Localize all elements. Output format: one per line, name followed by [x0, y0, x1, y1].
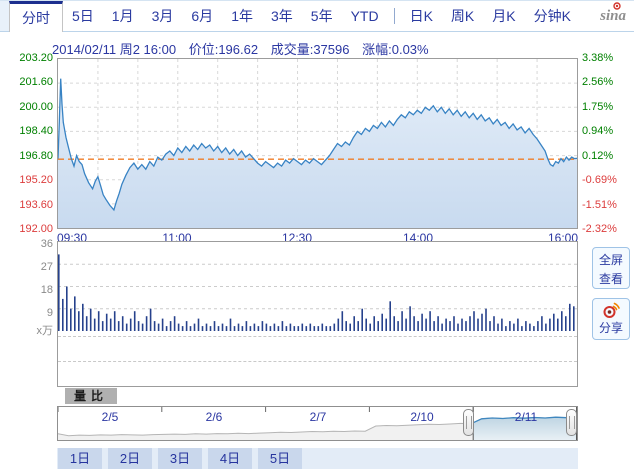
quote-change: 涨幅:0.03% [362, 42, 429, 57]
volume-tick: 36 [40, 238, 53, 250]
tab-5year[interactable]: 5年 [302, 1, 342, 31]
volume-ratio-indicator-tab[interactable]: 量比 [65, 388, 117, 404]
volume-tick: 18 [40, 284, 53, 296]
quote-volume: 成交量:37596 [270, 42, 350, 57]
tab-ytd[interactable]: YTD [342, 1, 388, 31]
tab-label: 分时 [22, 10, 50, 26]
price-tick: 193.60 [19, 199, 53, 211]
day-button-3[interactable]: 3日 [158, 448, 202, 469]
volume-tick: 27 [40, 261, 53, 273]
percent-tick: -1.51% [582, 199, 617, 211]
price-tick: 195.20 [19, 174, 53, 186]
price-tick: 201.60 [19, 76, 53, 88]
tabbar-lead-strip [0, 1, 9, 31]
tab-weekly-k[interactable]: 周K [442, 1, 483, 31]
tab-label: 6月 [191, 8, 214, 24]
day-button-4[interactable]: 4日 [208, 448, 252, 469]
tab-3year[interactable]: 3年 [262, 1, 302, 31]
tab-label: 1年 [231, 8, 253, 24]
quote-datetime: 2014/02/11 周2 16:00 [52, 42, 177, 57]
nav-date: 2/7 [309, 410, 327, 424]
tabbar-separator [393, 8, 395, 24]
tab-label: 分钟K [533, 8, 571, 24]
tab-label: 5日 [72, 8, 94, 24]
tab-label: 3月 [151, 8, 174, 24]
share-button[interactable]: 分享 [592, 298, 630, 340]
tab-1year[interactable]: 1年 [222, 1, 262, 31]
period-tabbar: 分时 5日 1月 3月 6月 1年 3年 5年 YTD 日K 周K 月K 分钟K… [0, 1, 634, 32]
share-label: 分享 [598, 321, 623, 335]
weibo-share-icon [603, 302, 620, 318]
day-button-2[interactable]: 2日 [108, 448, 152, 469]
sina-logo[interactable]: sina [600, 1, 634, 25]
volume-tick: 9 [46, 307, 53, 319]
percent-tick: 0.94% [582, 125, 614, 137]
day-button-strip: 1日 2日 3日 4日 5日 [57, 448, 578, 469]
tab-label: 5年 [310, 8, 333, 24]
price-tick: 192.00 [19, 223, 53, 235]
price-tick: 196.80 [19, 150, 53, 162]
quote-price: 价位:196.62 [188, 42, 259, 57]
fullscreen-view-button[interactable]: 全屏 查看 [592, 247, 630, 289]
percent-tick: -2.32% [582, 223, 617, 235]
day-button-5[interactable]: 5日 [258, 448, 302, 469]
percent-tick: 3.38% [582, 52, 614, 64]
tab-label: 周K [450, 8, 475, 24]
indicator-panel [57, 331, 578, 387]
fullscreen-label-line1: 全屏 [598, 253, 623, 267]
tab-intraday[interactable]: 分时 [9, 1, 63, 32]
tab-minute-k[interactable]: 分钟K [525, 1, 580, 31]
tab-label: 月K [492, 8, 516, 24]
indicator-gridline [58, 336, 577, 337]
percent-tick: -0.69% [582, 174, 617, 186]
nav-date: 2/10 [410, 410, 434, 424]
nav-date: 2/6 [205, 410, 223, 424]
percent-tick: 0.12% [582, 150, 614, 162]
tab-6month[interactable]: 6月 [182, 1, 222, 31]
day-button-1[interactable]: 1日 [58, 448, 102, 469]
tab-5day[interactable]: 5日 [63, 1, 103, 31]
sina-eye-icon [613, 1, 621, 10]
tab-1month[interactable]: 1月 [103, 1, 143, 31]
volume-unit-label: x万 [36, 325, 54, 337]
percent-tick: 2.56% [582, 76, 614, 88]
tab-monthly-k[interactable]: 月K [483, 1, 524, 31]
price-chart[interactable] [57, 58, 578, 229]
tab-label: 日K [409, 8, 433, 24]
tab-label: 3年 [270, 8, 293, 24]
sina-logo-text: sina [600, 7, 626, 24]
tab-3month[interactable]: 3月 [143, 1, 183, 31]
quote-info-bar: 2014/02/11 周2 16:00 价位:196.62 成交量:37596 … [52, 39, 438, 58]
price-tick: 200.00 [19, 101, 53, 113]
price-tick: 203.20 [19, 52, 53, 64]
tab-label: YTD [350, 8, 379, 24]
volume-chart [57, 241, 578, 332]
tab-label: 1月 [111, 8, 134, 24]
date-range-navigator[interactable]: 2/5 2/6 2/7 2/10 2/11 [57, 406, 578, 441]
percent-tick: 1.75% [582, 101, 614, 113]
nav-date: 2/5 [101, 410, 119, 424]
price-tick: 198.40 [19, 125, 53, 137]
indicator-gridline [58, 361, 577, 362]
range-slider-left-handle[interactable] [463, 409, 474, 436]
nav-date: 2/11 [514, 410, 538, 424]
tab-daily-k[interactable]: 日K [401, 1, 442, 31]
range-slider-right-handle[interactable] [566, 409, 577, 436]
fullscreen-label-line2: 查看 [598, 271, 623, 286]
